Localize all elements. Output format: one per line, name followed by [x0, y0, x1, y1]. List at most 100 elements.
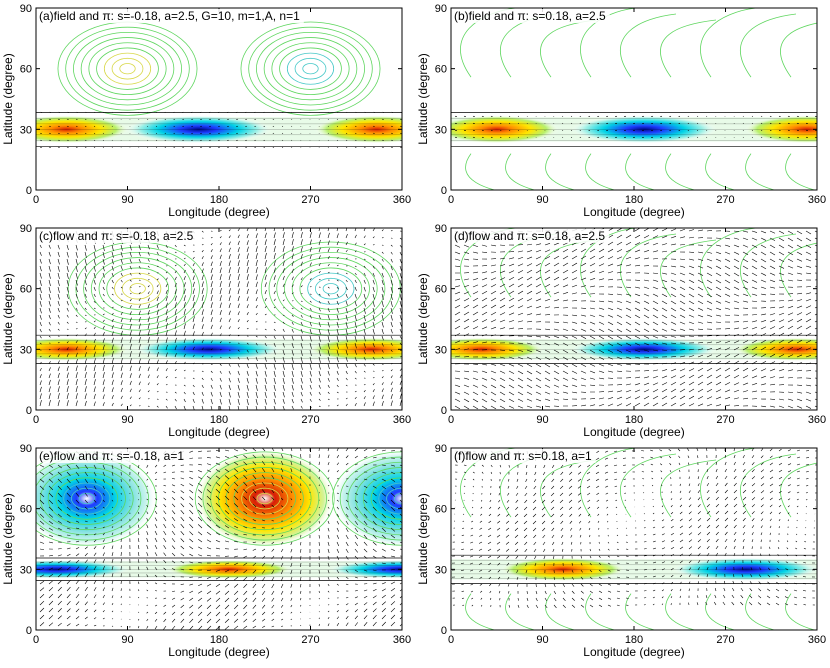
vector-arrow — [607, 597, 612, 600]
vector-arrow — [255, 370, 258, 377]
vector-arrow — [206, 583, 212, 587]
vector-arrow — [499, 356, 506, 359]
vector-arrow — [290, 597, 293, 601]
vector-arrow — [454, 122, 458, 124]
vector-arrow — [336, 569, 340, 573]
vector-arrow — [180, 523, 185, 529]
vector-arrow — [198, 562, 203, 564]
vector-arrow — [300, 498, 302, 501]
vector-arrow — [273, 384, 276, 392]
vector-arrow — [48, 499, 54, 505]
y-axis-label: Latitude (degree) — [1, 53, 15, 144]
vector-arrow — [224, 510, 230, 515]
vector-arrow — [57, 360, 60, 365]
vector-arrow — [706, 476, 709, 480]
vector-arrow — [562, 136, 564, 138]
vector-arrow — [163, 530, 167, 536]
vector-arrow — [102, 258, 105, 265]
vector-arrow — [480, 513, 483, 516]
vector-arrow — [309, 370, 312, 377]
vector-arrow — [102, 286, 105, 291]
vector-arrow — [470, 534, 474, 537]
vector-arrow — [327, 370, 330, 376]
vector-arrow — [191, 132, 194, 134]
vector-arrow — [93, 506, 97, 510]
vector-arrow — [551, 485, 555, 490]
vector-arrow — [200, 132, 203, 134]
vector-arrow — [697, 258, 704, 261]
vector-arrow — [679, 300, 686, 305]
vector-arrow — [580, 363, 587, 367]
vector-arrow — [228, 363, 231, 367]
vector-arrow — [634, 389, 641, 393]
vector-arrow — [171, 484, 176, 487]
vector-arrow — [463, 129, 467, 131]
vector-arrow — [490, 471, 493, 475]
vector-arrow — [381, 118, 384, 120]
vector-arrow — [372, 395, 375, 400]
vector-arrow — [154, 544, 158, 550]
vector-arrow — [598, 576, 602, 579]
vector-arrow — [75, 553, 80, 557]
vector-arrow — [243, 618, 248, 623]
vector-arrow — [733, 367, 740, 372]
vector-arrow — [775, 595, 780, 599]
vector-arrow — [697, 229, 704, 232]
vector-arrow — [93, 565, 97, 571]
vector-arrow — [197, 611, 203, 617]
vector-arrow — [652, 272, 659, 275]
vector-arrow — [733, 237, 740, 240]
vector-arrow — [661, 228, 668, 232]
vector-arrow — [327, 118, 329, 120]
vector-arrow — [559, 499, 564, 504]
vector-arrow — [613, 457, 618, 460]
vector-arrow — [147, 336, 150, 344]
vector-arrow — [290, 490, 293, 494]
vector-arrow — [652, 375, 659, 379]
vector-arrow — [562, 384, 569, 388]
vector-arrow — [327, 520, 330, 525]
plot-area — [36, 448, 402, 630]
vector-arrow — [480, 597, 483, 600]
vector-arrow — [796, 299, 803, 302]
vector-arrow — [192, 384, 195, 388]
vector-arrow — [805, 457, 810, 459]
vector-arrow — [679, 553, 684, 557]
vector-arrow — [481, 471, 484, 474]
vector-arrow — [615, 136, 618, 138]
vector-arrow — [802, 576, 807, 578]
vector-arrow — [805, 265, 812, 268]
vector-arrow — [760, 462, 764, 466]
vector-arrow — [75, 586, 80, 592]
vector-arrow — [615, 122, 618, 124]
vector-arrow — [66, 392, 69, 400]
vector-arrow — [163, 523, 167, 529]
vector-arrow — [526, 122, 528, 124]
vector-arrow — [180, 538, 185, 543]
vector-arrow — [679, 395, 686, 400]
vector-arrow — [137, 464, 140, 469]
contour-line — [585, 593, 616, 630]
vector-arrow — [508, 122, 511, 124]
vector-arrow — [102, 506, 105, 509]
vector-arrow — [48, 485, 54, 491]
vector-arrow — [390, 527, 396, 532]
vector-arrow — [327, 240, 330, 246]
vector-arrow — [535, 243, 542, 246]
vector-arrow — [174, 302, 177, 309]
vector-arrow — [282, 356, 285, 363]
vector-arrow — [399, 300, 402, 307]
vector-arrow — [778, 376, 785, 379]
vector-arrow — [219, 341, 222, 344]
vector-arrow — [551, 478, 555, 483]
vector-arrow — [472, 291, 479, 295]
vector-arrow — [724, 300, 731, 304]
vector-arrow — [318, 342, 321, 350]
vector-arrow — [661, 375, 668, 379]
vector-arrow — [715, 559, 718, 564]
vector-arrow — [713, 601, 717, 606]
vector-arrow — [542, 527, 546, 532]
vector-arrow — [607, 314, 614, 318]
vector-arrow — [571, 604, 576, 608]
vector-arrow — [472, 311, 479, 316]
